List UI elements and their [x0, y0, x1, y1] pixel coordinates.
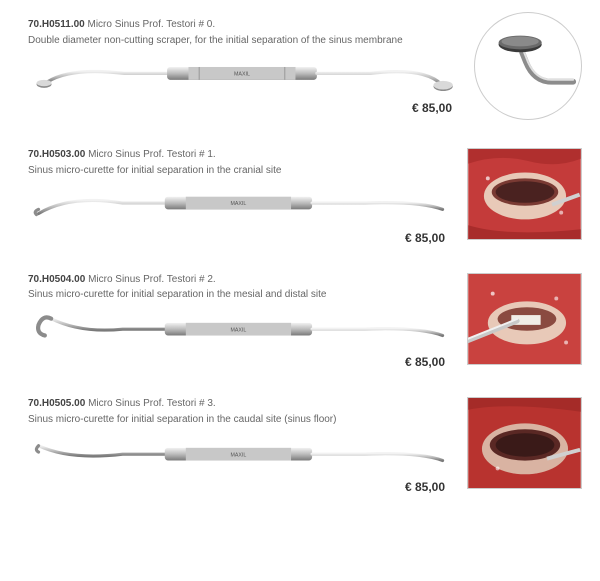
product-desc: Sinus micro-curette for initial separati…: [28, 414, 449, 425]
product-desc: Sinus micro-curette for initial separati…: [28, 165, 449, 176]
product-header: 70.H0504.00 Micro Sinus Prof. Testori # …: [28, 273, 449, 287]
product-thumb-clinical: [467, 273, 582, 365]
instrument-image: MAXIL: [28, 52, 456, 96]
svg-text:MAXIL: MAXIL: [231, 201, 247, 207]
currency: €: [405, 355, 415, 369]
instrument-image: MAXIL: [28, 306, 449, 350]
svg-text:MAXIL: MAXIL: [231, 327, 247, 333]
svg-text:MAXIL: MAXIL: [231, 452, 247, 458]
product-header: 70.H0511.00 Micro Sinus Prof. Testori # …: [28, 18, 456, 32]
price-value: 85,00: [415, 355, 445, 369]
product-sku: 70.H0503.00: [28, 149, 85, 160]
price-value: 85,00: [415, 231, 445, 245]
product-sku: 70.H0504.00: [28, 274, 85, 285]
product-name: Micro Sinus Prof. Testori # 0.: [88, 19, 216, 30]
product-row: 70.H0505.00 Micro Sinus Prof. Testori # …: [28, 397, 582, 494]
product-desc: Double diameter non-cutting scraper, for…: [28, 35, 456, 46]
product-header: 70.H0503.00 Micro Sinus Prof. Testori # …: [28, 148, 449, 162]
product-sku: 70.H0511.00: [28, 19, 85, 30]
price-value: 85,00: [422, 101, 452, 115]
currency: €: [412, 101, 422, 115]
product-catalog: 70.H0511.00 Micro Sinus Prof. Testori # …: [28, 18, 582, 494]
product-price: € 85,00: [28, 231, 449, 245]
product-main: 70.H0511.00 Micro Sinus Prof. Testori # …: [28, 18, 456, 115]
product-name: Micro Sinus Prof. Testori # 3.: [88, 398, 216, 409]
product-row: 70.H0504.00 Micro Sinus Prof. Testori # …: [28, 273, 582, 370]
product-main: 70.H0503.00 Micro Sinus Prof. Testori # …: [28, 148, 449, 245]
product-row: 70.H0503.00 Micro Sinus Prof. Testori # …: [28, 148, 582, 245]
svg-text:MAXIL: MAXIL: [234, 71, 250, 77]
product-sku: 70.H0505.00: [28, 398, 85, 409]
product-price: € 85,00: [28, 480, 449, 494]
currency: €: [405, 480, 415, 494]
product-price: € 85,00: [28, 355, 449, 369]
instrument-image: MAXIL: [28, 431, 449, 475]
product-thumb-closeup: [474, 12, 582, 120]
product-row: 70.H0511.00 Micro Sinus Prof. Testori # …: [28, 18, 582, 120]
product-main: 70.H0505.00 Micro Sinus Prof. Testori # …: [28, 397, 449, 494]
product-name: Micro Sinus Prof. Testori # 1.: [88, 149, 216, 160]
currency: €: [405, 231, 415, 245]
product-desc: Sinus micro-curette for initial separati…: [28, 289, 449, 300]
product-name: Micro Sinus Prof. Testori # 2.: [88, 274, 216, 285]
product-thumb-clinical: [467, 148, 582, 240]
product-main: 70.H0504.00 Micro Sinus Prof. Testori # …: [28, 273, 449, 370]
price-value: 85,00: [415, 480, 445, 494]
product-header: 70.H0505.00 Micro Sinus Prof. Testori # …: [28, 397, 449, 411]
instrument-image: MAXIL: [28, 182, 449, 226]
product-price: € 85,00: [28, 101, 456, 115]
product-thumb-clinical: [467, 397, 582, 489]
